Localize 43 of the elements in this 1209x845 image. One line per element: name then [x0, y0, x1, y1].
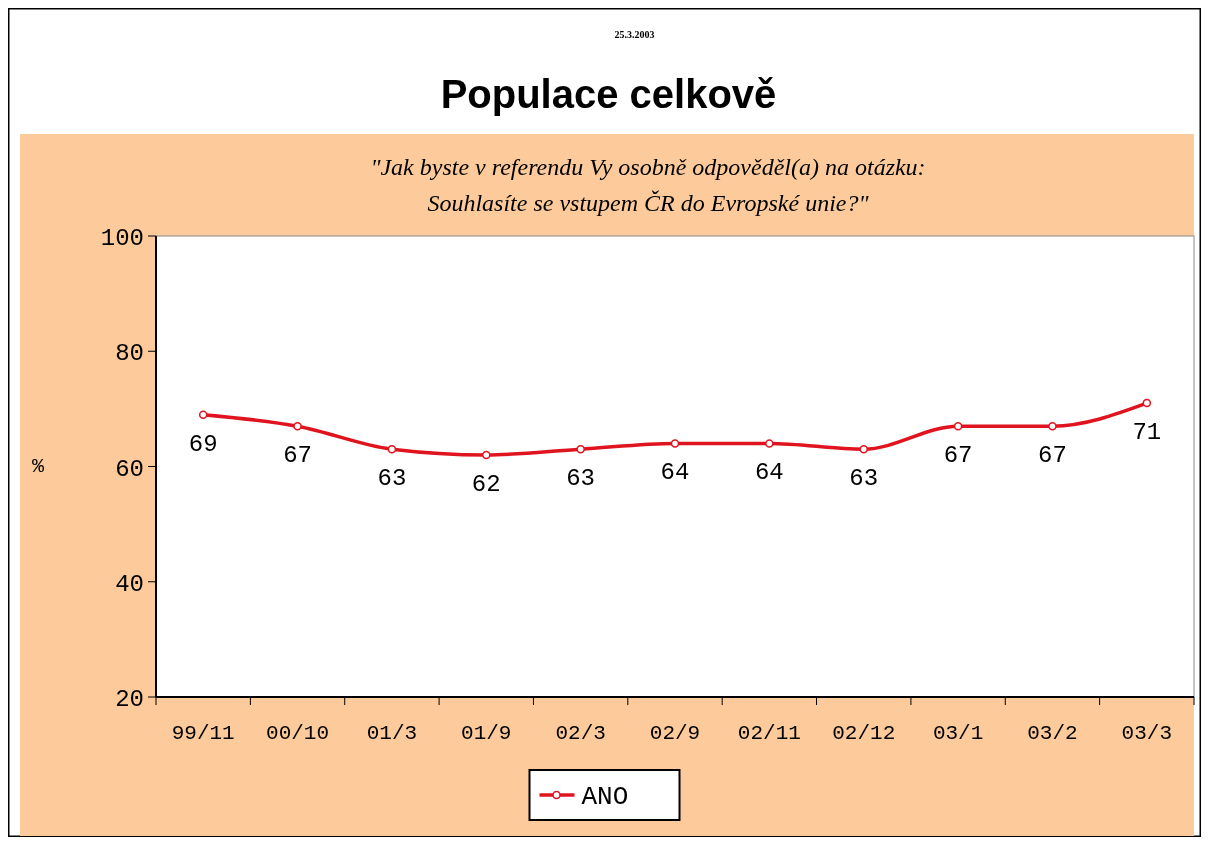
data-label: 64 [754, 459, 784, 487]
x-tick-label: 01/3 [366, 722, 418, 745]
x-tick-label: 02/11 [737, 722, 801, 745]
data-label: 67 [283, 442, 312, 470]
x-tick-label: 03/3 [1121, 722, 1173, 745]
x-tick-label: 02/9 [649, 722, 701, 745]
data-label: 71 [1132, 419, 1162, 447]
point [387, 444, 397, 454]
point [765, 439, 774, 448]
y-tick-label: 60 [115, 455, 144, 483]
x-tick-label: 02/3 [555, 722, 606, 745]
x-tick-label: 03/1 [932, 722, 984, 745]
text: 25.3.2003 [614, 29, 655, 40]
data-label: 62 [471, 470, 501, 498]
x-tick-label: 03/2 [1027, 722, 1078, 745]
y-tick-label: 100 [100, 225, 144, 252]
point [859, 444, 868, 454]
chart-title: Populace celkově [440, 72, 777, 116]
data-label: 67 [1038, 442, 1067, 470]
point [670, 439, 680, 448]
point [1142, 398, 1152, 408]
data-label: 69 [188, 430, 218, 458]
y-tick-label: 40 [115, 570, 144, 598]
y-tick-label: 80 [115, 340, 144, 368]
y-axis-title: % [31, 455, 45, 478]
point [293, 421, 302, 431]
point [482, 450, 491, 460]
x-tick-label: 00/10 [266, 722, 330, 745]
data-label: 63 [566, 465, 596, 493]
data-label: 63 [849, 465, 879, 493]
x-tick-label: 02/12 [832, 722, 896, 745]
point [198, 410, 208, 419]
point [576, 444, 585, 454]
y-tick-label: 20 [115, 686, 144, 713]
x-tick-label: 01/9 [461, 722, 512, 745]
data-label: 64 [660, 459, 690, 487]
legend-label: ANO [581, 782, 629, 812]
chart-subtitle: "Jak byste v referendu Vy osobně odpověděl(a) na otázku: Souhlasíte se vstupem ČR do Evropské unie?" [370, 154, 926, 216]
point [1048, 421, 1057, 431]
data-label: 63 [377, 465, 407, 493]
x-tick-label: 99/11 [171, 722, 235, 745]
data-label: 67 [943, 442, 973, 470]
point [953, 421, 963, 431]
